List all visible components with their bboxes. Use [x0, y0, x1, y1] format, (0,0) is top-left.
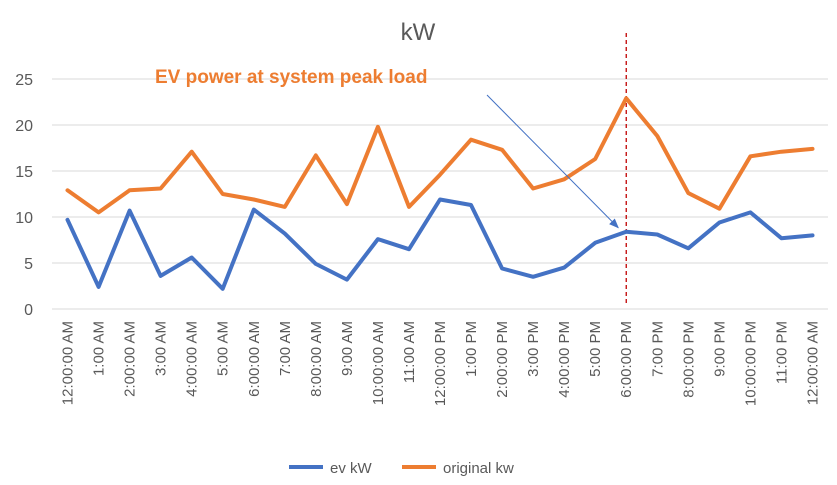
x-tick-label: 6:00:00 PM — [618, 321, 635, 398]
y-tick-label: 25 — [15, 72, 33, 89]
y-tick-label: 20 — [15, 118, 33, 135]
x-tick-label: 10:00:00 PM — [742, 321, 759, 406]
x-tick-label: 1:00 PM — [463, 321, 480, 377]
x-tick-label: 2:00:00 AM — [122, 321, 139, 397]
x-tick-label: 11:00 PM — [773, 321, 790, 384]
x-tick-label: 3:00 AM — [153, 321, 170, 376]
y-tick-label: 10 — [15, 210, 33, 227]
x-tick-label: 12:00:00 PM — [432, 321, 449, 406]
x-tick-label: 7:00 PM — [649, 321, 666, 377]
x-tick-label: 2:00:00 PM — [494, 321, 511, 398]
series-line-original-kw — [65, 96, 815, 215]
legend-label-ev-kw: ev kW — [330, 460, 373, 477]
x-tick-label: 11:00 AM — [401, 321, 418, 383]
x-tick-label: 8:00:00 PM — [680, 321, 697, 398]
series-line-ev-kw — [65, 197, 815, 291]
x-tick-label: 4:00:00 PM — [556, 321, 573, 398]
x-tick-label: 4:00:00 AM — [184, 321, 201, 397]
x-tick-label: 3:00 PM — [525, 321, 542, 377]
legend: ev kW original kw — [289, 460, 514, 477]
gridlines — [52, 78, 828, 310]
chart-title: kW — [401, 19, 436, 46]
y-tick-label: 15 — [15, 164, 33, 181]
x-tick-label: 9:00 PM — [711, 321, 728, 377]
x-tick-label: 5:00 AM — [215, 321, 232, 376]
x-tick-label: 5:00 PM — [587, 321, 604, 377]
annotation-label: EV power at system peak load — [155, 67, 427, 88]
x-tick-label: 12:00:00 AM — [804, 321, 821, 405]
x-tick-label: 10:00:00 AM — [370, 321, 387, 405]
x-tick-label: 1:00 AM — [91, 321, 108, 376]
x-tick-label: 7:00 AM — [277, 321, 294, 376]
legend-label-original-kw: original kw — [443, 460, 514, 477]
series — [65, 96, 815, 291]
annotation: EV power at system peak load — [155, 67, 619, 229]
y-axis-ticks: 0 5 10 15 20 25 — [15, 72, 33, 319]
x-tick-label: 8:00:00 AM — [308, 321, 325, 397]
x-tick-label: 9:00 AM — [339, 321, 356, 376]
x-tick-label: 12:00:00 AM — [60, 321, 77, 405]
x-tick-label: 6:00:00 AM — [246, 321, 263, 397]
y-tick-label: 0 — [24, 302, 33, 319]
x-axis-ticks: 12:00:00 AM 1:00 AM 2:00:00 AM 3:00 AM 4:00:… — [60, 321, 822, 406]
annotation-arrow — [486, 94, 619, 229]
y-tick-label: 5 — [24, 256, 33, 273]
